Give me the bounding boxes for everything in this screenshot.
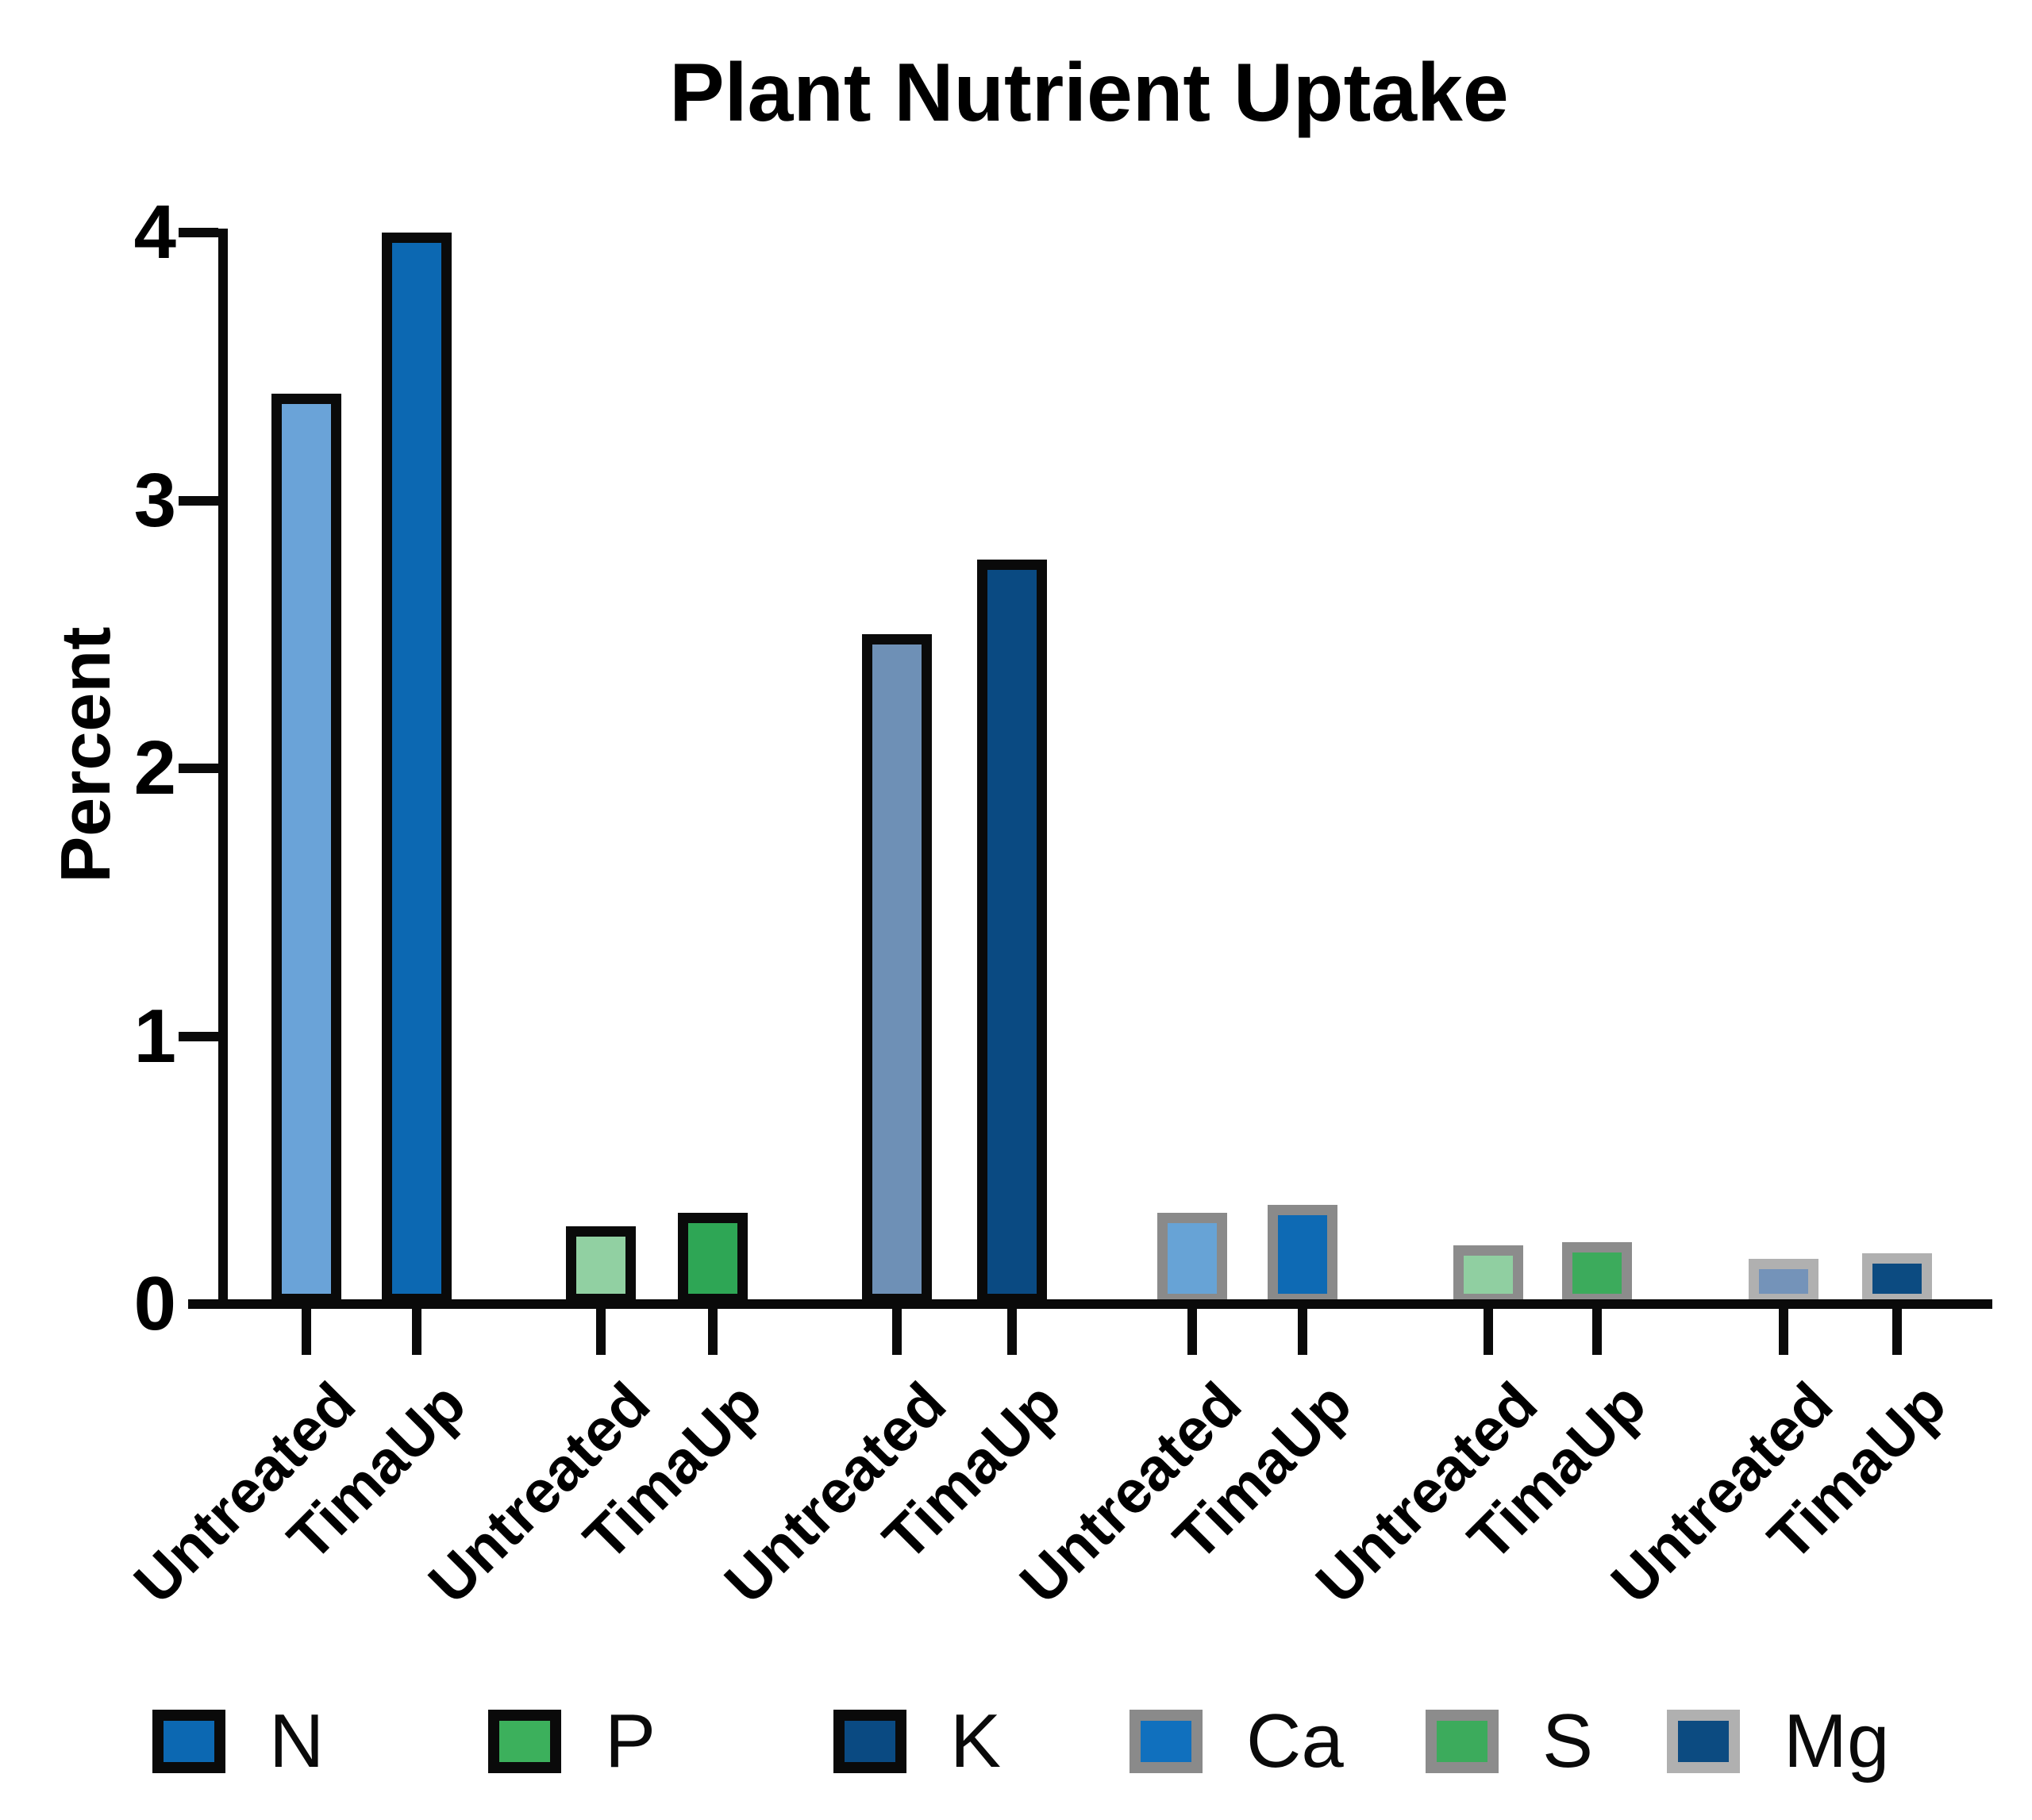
x-tick — [1298, 1309, 1307, 1355]
y-tick-label: 0 — [133, 1261, 176, 1346]
legend-label-K: K — [950, 1699, 1002, 1783]
legend-item-P: P — [488, 1703, 656, 1780]
x-tick — [1187, 1309, 1197, 1355]
x-tick — [302, 1309, 311, 1355]
legend-label-Ca: Ca — [1246, 1699, 1344, 1783]
legend-label-N: N — [269, 1699, 325, 1783]
legend-swatch-K — [833, 1710, 906, 1773]
legend-swatch-N — [152, 1710, 225, 1773]
legend-item-Mg: Mg — [1667, 1703, 1889, 1780]
y-tick-label: 3 — [133, 457, 176, 543]
legend-swatch-S — [1426, 1710, 1499, 1773]
y-tick — [179, 495, 218, 506]
bar-K-untreated — [862, 634, 932, 1304]
x-tick — [596, 1309, 606, 1355]
legend-swatch-Ca — [1130, 1710, 1203, 1773]
y-tick — [179, 1031, 218, 1041]
bar-Ca-untreated — [1157, 1213, 1227, 1304]
x-tick — [1592, 1309, 1602, 1355]
legend-item-S: S — [1426, 1703, 1593, 1780]
x-tick — [1484, 1309, 1493, 1355]
bar-K-timaup — [977, 559, 1047, 1304]
x-tick — [1779, 1309, 1788, 1355]
legend-label-S: S — [1542, 1699, 1594, 1783]
x-tick — [1007, 1309, 1017, 1355]
x-tick — [412, 1309, 421, 1355]
y-tick — [179, 764, 218, 773]
y-axis-line — [218, 229, 228, 1309]
bar-Mg-untreated — [1749, 1258, 1818, 1304]
x-tick — [1892, 1309, 1902, 1355]
x-axis-line — [188, 1299, 1992, 1309]
legend-label-Mg: Mg — [1784, 1699, 1890, 1783]
y-tick — [179, 228, 218, 237]
bar-P-untreated — [566, 1226, 636, 1304]
chart-title: Plant Nutrient Uptake — [669, 47, 1509, 139]
y-tick-label: 1 — [133, 993, 176, 1079]
bar-P-timaup — [678, 1213, 748, 1304]
legend-item-N: N — [152, 1703, 324, 1780]
bar-N-timaup — [382, 233, 452, 1304]
legend-swatch-Mg — [1667, 1710, 1740, 1773]
x-tick — [708, 1309, 718, 1355]
bar-Mg-timaup — [1862, 1252, 1932, 1304]
bar-Ca-timaup — [1268, 1205, 1337, 1304]
x-tick — [892, 1309, 902, 1355]
legend-item-K: K — [833, 1703, 1001, 1780]
legend-swatch-P — [488, 1710, 561, 1773]
legend-item-Ca: Ca — [1130, 1703, 1344, 1780]
y-tick-label: 4 — [133, 190, 176, 275]
legend-label-P: P — [605, 1699, 656, 1783]
bar-N-untreated — [271, 393, 341, 1304]
y-tick-label: 2 — [133, 725, 176, 810]
bar-S-timaup — [1562, 1242, 1632, 1304]
bar-S-untreated — [1453, 1245, 1523, 1304]
